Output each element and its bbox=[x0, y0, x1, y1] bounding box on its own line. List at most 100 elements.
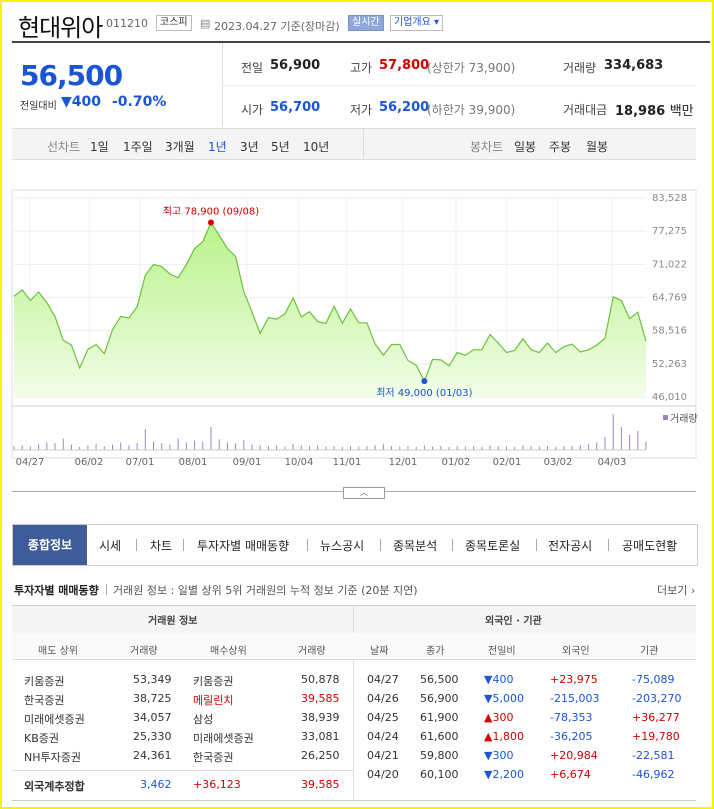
tab-separator bbox=[608, 539, 609, 551]
foreign-diff: ▼400 bbox=[484, 673, 514, 686]
period-5y[interactable]: 5년 bbox=[271, 140, 290, 154]
y-tick-label: 58,516 bbox=[652, 326, 687, 337]
more-link[interactable]: 더보기 › bbox=[657, 584, 696, 597]
broker-buy-name: 삼성 bbox=[193, 713, 214, 726]
foreign-total-buy: 39,585 bbox=[301, 778, 340, 791]
tab-discussion[interactable]: 종목토론실 bbox=[465, 539, 521, 553]
high-value: 57,800 bbox=[379, 58, 430, 73]
calendar-icon: ▤ bbox=[200, 17, 211, 30]
broker-sell-volume: 24,361 bbox=[133, 749, 172, 762]
period-3y[interactable]: 3년 bbox=[240, 140, 259, 154]
foreign-net: -215,003 bbox=[550, 692, 600, 705]
column-header-row bbox=[12, 633, 696, 660]
x-tick-label: 06/02 bbox=[75, 457, 104, 468]
tab-disclosure[interactable]: 전자공시 bbox=[548, 539, 593, 553]
tab-chart[interactable]: 차트 bbox=[150, 539, 173, 553]
tab-quotes[interactable]: 시세 bbox=[99, 539, 122, 553]
y-tick-label: 77,275 bbox=[652, 226, 687, 237]
broker-sell-name: 미래에셋증권 bbox=[24, 713, 85, 726]
collapse-chart-button[interactable]: ︿ bbox=[343, 487, 385, 499]
foreign-date: 04/26 bbox=[367, 692, 399, 705]
institution-net: -46,962 bbox=[632, 768, 675, 781]
broker-sell-name: KB증권 bbox=[24, 732, 59, 745]
y-tick-label: 83,528 bbox=[652, 193, 687, 204]
broker-buy-volume: 26,250 bbox=[301, 749, 340, 762]
line-chart-label: 선차트 bbox=[47, 140, 81, 154]
foreign-diff: ▲1,800 bbox=[484, 730, 524, 743]
foreign-net: +6,674 bbox=[550, 768, 591, 781]
tab-separator bbox=[380, 539, 381, 551]
period-3m[interactable]: 3개월 bbox=[165, 140, 195, 154]
institution-net: -75,089 bbox=[632, 673, 675, 686]
candle-daily[interactable]: 일봉 bbox=[514, 140, 537, 154]
broker-buy-volume: 38,939 bbox=[301, 711, 340, 724]
broker-buy-volume: 50,878 bbox=[301, 673, 340, 686]
investor-subtitle: 거래원 정보 : 일별 상위 5위 거래원의 누적 정보 기준 (20분 지연) bbox=[113, 584, 418, 597]
title-separator bbox=[106, 584, 107, 595]
institution-net: -203,270 bbox=[632, 692, 682, 705]
amount-label: 거래대금 bbox=[563, 103, 608, 117]
main-tabs bbox=[12, 524, 698, 566]
x-tick-label: 09/01 bbox=[233, 457, 262, 468]
change-amount: ▼400 bbox=[61, 94, 102, 110]
broker-sell-volume: 38,725 bbox=[133, 692, 172, 705]
market-tag: 코스피 bbox=[156, 15, 192, 31]
broker-sell-volume: 34,057 bbox=[133, 711, 172, 724]
x-tick-label: 07/01 bbox=[126, 457, 155, 468]
foreign-close: 61,600 bbox=[420, 730, 459, 743]
prev-value: 56,900 bbox=[270, 58, 321, 73]
period-1d[interactable]: 1일 bbox=[90, 140, 109, 154]
foreign-total-sell: 3,462 bbox=[140, 778, 172, 791]
total-row-divider bbox=[12, 770, 353, 771]
header-divider bbox=[12, 41, 710, 43]
prev-label: 전일 bbox=[241, 61, 264, 75]
chevron-up-icon: ︿ bbox=[360, 488, 368, 497]
x-tick-label: 01/02 bbox=[442, 457, 471, 468]
foreign-close: 56,500 bbox=[420, 673, 459, 686]
current-price: 56,500 bbox=[20, 59, 123, 92]
y-tick-label: 46,010 bbox=[652, 392, 687, 403]
stock-code: 011210 bbox=[106, 17, 148, 30]
tab-separator bbox=[183, 539, 184, 551]
tab-investor[interactable]: 투자자별 매매동향 bbox=[197, 539, 290, 553]
period-10y[interactable]: 10년 bbox=[303, 140, 330, 154]
period-1y[interactable]: 1년 bbox=[208, 140, 227, 154]
x-tick-label: 11/01 bbox=[333, 457, 362, 468]
realtime-button[interactable]: 실시간 bbox=[348, 15, 384, 31]
institution-net: -22,581 bbox=[632, 749, 675, 762]
price-chart: 83,528 77,275 71,022 64,769 58,516 52,263 46,0… bbox=[11, 189, 698, 468]
foreign-close: 59,800 bbox=[420, 749, 459, 762]
chart-tabs-bar bbox=[12, 128, 696, 160]
volume-value: 334,683 bbox=[604, 58, 664, 73]
period-1w[interactable]: 1주일 bbox=[123, 140, 153, 154]
low-label: 최저 49,000 (01/03) bbox=[376, 387, 472, 399]
candle-weekly[interactable]: 주봉 bbox=[549, 140, 572, 154]
company-overview-dropdown[interactable]: 기업개요 ▾ bbox=[390, 15, 443, 31]
tab-analysis[interactable]: 종목분석 bbox=[393, 539, 438, 553]
foreign-net: -36,205 bbox=[550, 730, 593, 743]
tab-news[interactable]: 뉴스공시 bbox=[320, 539, 365, 553]
foreign-date: 04/27 bbox=[367, 673, 399, 686]
tab-overview[interactable]: 종합정보 bbox=[13, 525, 87, 565]
candle-monthly[interactable]: 월봉 bbox=[586, 140, 609, 154]
col-institution: 기관 bbox=[640, 646, 659, 657]
price-line bbox=[13, 221, 647, 383]
upper-limit: (상한가 73,900) bbox=[427, 61, 516, 75]
x-tick-label: 03/02 bbox=[544, 457, 573, 468]
open-value: 56,700 bbox=[270, 100, 321, 115]
col-foreign: 외국인 bbox=[562, 646, 590, 657]
down-arrow-icon: ▼ bbox=[61, 94, 72, 110]
foreign-close: 60,100 bbox=[420, 768, 459, 781]
col-close: 종가 bbox=[426, 646, 445, 657]
low-label: 저가 bbox=[350, 103, 373, 117]
investor-title: 투자자별 매매동향 bbox=[14, 584, 99, 597]
x-tick-label: 04/27 bbox=[16, 457, 45, 468]
foreign-total-label: 외국계추정합 bbox=[24, 780, 85, 793]
broker-buy-name: 미래에셋증권 bbox=[193, 732, 254, 745]
broker-buy-volume: 33,081 bbox=[301, 730, 340, 743]
volume-label: 거래량 bbox=[563, 61, 597, 75]
broker-sell-name: NH투자증권 bbox=[24, 751, 81, 764]
change-label: 전일대비 bbox=[20, 101, 57, 112]
tab-short-selling[interactable]: 공매도현황 bbox=[622, 539, 678, 553]
